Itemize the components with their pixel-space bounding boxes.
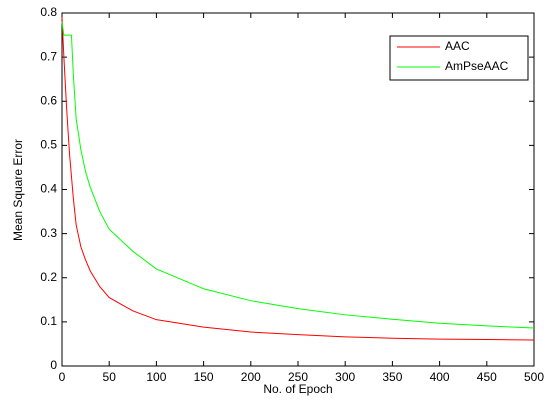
legend-label: AmPseAAC bbox=[445, 59, 509, 73]
x-tick-label: 200 bbox=[241, 370, 261, 384]
x-tick-label: 150 bbox=[194, 370, 214, 384]
y-tick-label: 0.7 bbox=[40, 49, 57, 63]
y-tick-label: 0.1 bbox=[40, 314, 57, 328]
legend-label: AAC bbox=[445, 39, 470, 53]
x-tick-label: 500 bbox=[524, 370, 544, 384]
x-tick-label: 250 bbox=[288, 370, 308, 384]
x-axis-label: No. of Epoch bbox=[263, 382, 332, 396]
y-tick-label: 0.5 bbox=[40, 138, 57, 152]
y-tick-label: 0.4 bbox=[40, 182, 57, 196]
legend-box bbox=[389, 35, 529, 81]
x-tick-label: 100 bbox=[146, 370, 166, 384]
y-axis-label: Mean Square Error bbox=[11, 139, 25, 241]
y-tick-label: 0.6 bbox=[40, 93, 57, 107]
x-tick-label: 50 bbox=[103, 370, 117, 384]
x-tick-label: 0 bbox=[59, 370, 66, 384]
x-tick-label: 350 bbox=[382, 370, 402, 384]
x-tick-label: 300 bbox=[335, 370, 355, 384]
line-series bbox=[61, 17, 535, 341]
y-tick-label: 0.8 bbox=[40, 5, 57, 19]
line-series bbox=[61, 21, 535, 329]
y-tick-label: 0.2 bbox=[40, 270, 57, 284]
y-tick-label: 0.3 bbox=[40, 226, 57, 240]
y-tick-label: 0 bbox=[50, 358, 57, 372]
x-tick-label: 450 bbox=[477, 370, 497, 384]
x-tick-label: 400 bbox=[430, 370, 450, 384]
